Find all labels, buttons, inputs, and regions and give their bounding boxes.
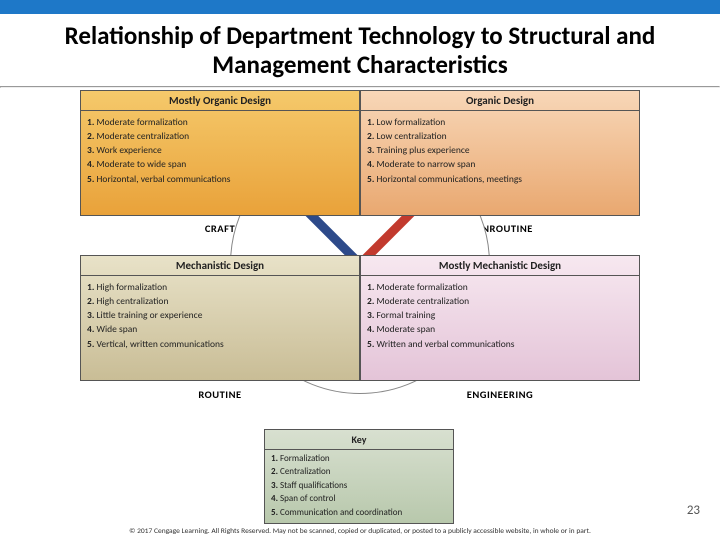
list-item: Moderate formalization	[87, 115, 351, 129]
quadrant-body: Moderate formalizationModerate centraliz…	[361, 276, 639, 355]
copyright-text: © 2017 Cengage Learning. All Rights Rese…	[0, 527, 720, 536]
list-item: Moderate formalization	[367, 280, 631, 294]
page-title: Relationship of Department Technology to…	[0, 14, 720, 86]
list-item: High centralization	[87, 294, 351, 308]
quadrant-nonroutine: Organic Design Low formalizationLow cent…	[360, 90, 640, 216]
list-item: Moderate centralization	[367, 294, 631, 308]
key-box: Key FormalizationCentralizationStaff qua…	[264, 429, 454, 525]
list-item: Communication and coordination	[271, 506, 447, 520]
list-item: Wide span	[87, 322, 351, 336]
title-divider	[0, 86, 720, 88]
quadrant-list: Moderate formalizationModerate centraliz…	[367, 280, 631, 351]
quadrant-routine: Mechanistic Design High formalizationHig…	[80, 255, 360, 381]
quadrant-list: Low formalizationLow centralizationTrain…	[367, 115, 631, 186]
list-item: Horizontal, verbal communications	[87, 172, 351, 186]
quadrant-body: High formalizationHigh centralizationLit…	[81, 276, 359, 355]
list-item: Moderate to narrow span	[367, 157, 631, 171]
page-number: 23	[687, 503, 700, 518]
quadrant-body: Low formalizationLow centralizationTrain…	[361, 111, 639, 190]
list-item: Moderate centralization	[87, 129, 351, 143]
quadrant-body: Moderate formalizationModerate centraliz…	[81, 111, 359, 190]
quadrant-header: Mostly Organic Design	[81, 91, 359, 111]
list-item: Moderate to wide span	[87, 157, 351, 171]
list-item: Low formalization	[367, 115, 631, 129]
list-item: Low centralization	[367, 129, 631, 143]
quadrant-header: Mostly Mechanistic Design	[361, 256, 639, 276]
top-accent-bar	[0, 0, 720, 14]
list-item: Centralization	[271, 465, 447, 479]
quadrant-engineering: Mostly Mechanistic Design Moderate forma…	[360, 255, 640, 381]
list-item: Span of control	[271, 492, 447, 506]
list-item: Staff qualifications	[271, 479, 447, 493]
list-item: Little training or experience	[87, 308, 351, 322]
quadrant-list: Moderate formalizationModerate centraliz…	[87, 115, 351, 186]
quadrant-diagram: Mostly Organic Design Moderate formaliza…	[80, 90, 640, 480]
quadrant-header: Organic Design	[361, 91, 639, 111]
list-item: Vertical, written communications	[87, 337, 351, 351]
list-item: Formalization	[271, 452, 447, 466]
list-item: Moderate span	[367, 322, 631, 336]
list-item: Written and verbal communications	[367, 337, 631, 351]
list-item: Work experience	[87, 143, 351, 157]
key-body: FormalizationCentralizationStaff qualifi…	[265, 450, 453, 524]
list-item: Formal training	[367, 308, 631, 322]
key-list: FormalizationCentralizationStaff qualifi…	[271, 452, 447, 520]
quadrant-header: Mechanistic Design	[81, 256, 359, 276]
quadrant-craft: Mostly Organic Design Moderate formaliza…	[80, 90, 360, 216]
list-item: High formalization	[87, 280, 351, 294]
quadrant-list: High formalizationHigh centralizationLit…	[87, 280, 351, 351]
list-item: Training plus experience	[367, 143, 631, 157]
list-item: Horizontal communications, meetings	[367, 172, 631, 186]
key-header: Key	[265, 430, 453, 450]
